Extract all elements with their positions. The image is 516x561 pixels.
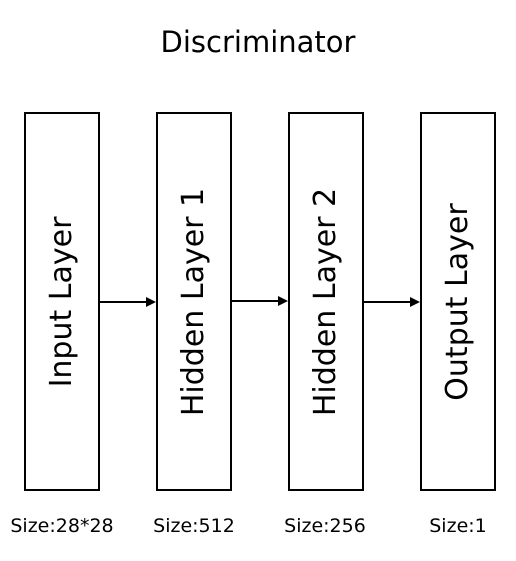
hidden-layer-1-box: Hidden Layer 1 <box>156 112 232 491</box>
input-layer-size: Size:28*28 <box>10 515 114 537</box>
hidden-layer-1-size: Size:512 <box>153 515 235 537</box>
input-layer-box: Input Layer <box>24 112 100 491</box>
hidden-layer-1-label: Hidden Layer 1 <box>176 187 211 416</box>
output-layer-size: Size:1 <box>429 515 487 537</box>
input-layer-label: Input Layer <box>44 216 79 387</box>
arrow-hidden1-to-hidden2 <box>232 295 288 307</box>
arrow-input-to-hidden1 <box>100 296 156 308</box>
output-layer-box: Output Layer <box>420 112 496 491</box>
output-layer-label: Output Layer <box>440 202 475 401</box>
diagram-title: Discriminator <box>160 25 356 59</box>
hidden-layer-2-box: Hidden Layer 2 <box>288 112 364 491</box>
hidden-layer-2-label: Hidden Layer 2 <box>308 187 343 416</box>
arrow-hidden2-to-output <box>364 296 420 308</box>
hidden-layer-2-size: Size:256 <box>284 515 366 537</box>
